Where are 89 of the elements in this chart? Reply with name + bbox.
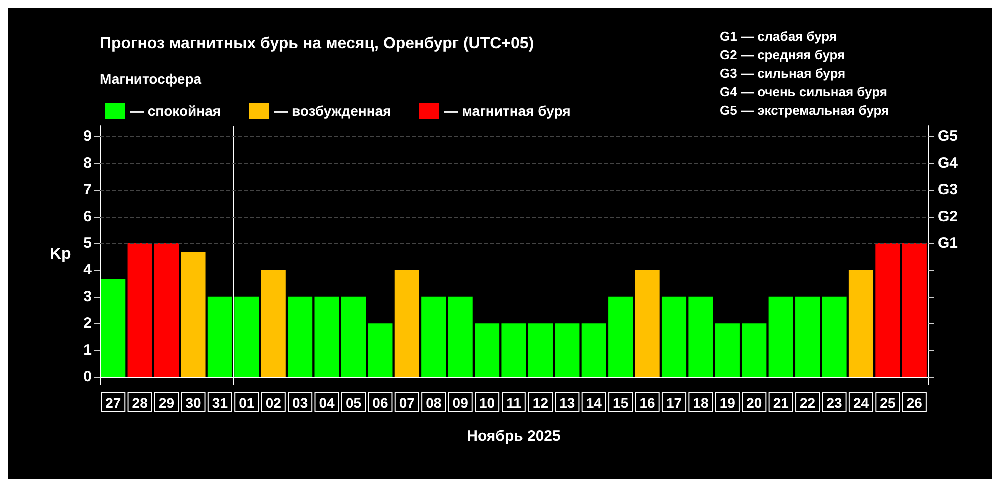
x-tick-label: 20 — [746, 395, 762, 411]
bar — [341, 296, 366, 377]
x-tick-label: 05 — [346, 395, 362, 411]
x-tick-label: 14 — [586, 395, 602, 411]
x-tick-label: 03 — [292, 395, 308, 411]
bar — [848, 270, 874, 377]
bar — [101, 278, 126, 377]
y-tick-label: 1 — [84, 342, 92, 359]
bar — [528, 324, 553, 377]
bar — [822, 296, 847, 377]
bar — [314, 296, 340, 377]
bar — [261, 270, 286, 377]
legend-label: — спокойная — [130, 103, 222, 119]
y-tick-label: 8 — [84, 154, 92, 172]
x-tick-label: 18 — [693, 395, 709, 411]
text: G3 — сильная буря — [720, 66, 846, 81]
bar — [662, 296, 687, 377]
x-tick-label: 02 — [266, 395, 282, 411]
bar — [688, 296, 714, 377]
x-tick-label: 10 — [480, 395, 496, 411]
x-tick-label: 09 — [452, 395, 469, 411]
legend-label: — магнитная буря — [444, 103, 571, 119]
y-tick-label: 7 — [84, 182, 92, 199]
ref-line-label: G4 — [938, 154, 959, 172]
legend-title: Магнитосфера — [100, 71, 202, 87]
bar — [502, 324, 526, 377]
bar — [181, 252, 206, 377]
y-tick-label: 2 — [84, 315, 92, 332]
text: G1 — слабая буря — [720, 29, 838, 44]
bar — [368, 324, 393, 377]
x-tick-label: 31 — [212, 395, 228, 411]
x-tick-label: 13 — [560, 395, 576, 411]
legend-label: — возбужденная — [274, 103, 392, 119]
bar — [582, 324, 606, 377]
y-tick-label: 6 — [84, 208, 92, 226]
y-tick-label: 0 — [84, 368, 92, 386]
bar — [876, 243, 900, 377]
x-tick-label: 11 — [506, 395, 522, 411]
bar — [902, 243, 927, 377]
bar — [288, 296, 313, 377]
ref-line-label: G1 — [938, 234, 958, 252]
x-tick-label: 19 — [720, 395, 736, 411]
x-tick-label: 01 — [239, 395, 255, 411]
bar — [475, 324, 500, 377]
text: G4 — очень сильная буря — [720, 84, 888, 100]
bar — [234, 296, 260, 377]
x-tick-label: 12 — [532, 395, 549, 411]
ref-line-label: G5 — [938, 128, 958, 146]
x-tick-label: 29 — [158, 395, 175, 411]
x-tick-label: 25 — [880, 395, 896, 411]
x-tick-label: 04 — [319, 395, 336, 411]
x-tick-label: 26 — [906, 395, 923, 411]
x-tick-label: 23 — [826, 395, 843, 411]
bar — [796, 296, 820, 377]
bar — [394, 270, 420, 377]
x-tick-label: 08 — [426, 395, 442, 411]
bar — [608, 296, 634, 377]
text: G5 — экстремальная буря — [720, 103, 890, 118]
x-tick-label: 30 — [186, 395, 202, 411]
bar — [208, 296, 232, 377]
x-tick-label: 22 — [800, 395, 816, 411]
bar — [448, 296, 473, 377]
x-tick-label: 27 — [106, 395, 122, 411]
bar — [128, 243, 152, 377]
x-tick-label: 24 — [853, 395, 870, 411]
bar — [555, 324, 580, 377]
bar — [422, 296, 446, 377]
bar — [742, 324, 767, 377]
chart-title: Прогноз магнитных бурь на месяц, Оренбург (UTC+05) — [100, 36, 534, 52]
x-tick-label: 07 — [399, 395, 416, 411]
ref-line-label: G3 — [938, 182, 958, 199]
x-tick-label: 21 — [773, 395, 790, 411]
x-tick-label: 16 — [640, 395, 656, 411]
text: G2 — средняя буря — [720, 48, 846, 62]
x-tick-label: 28 — [132, 395, 148, 411]
bar — [768, 296, 794, 377]
bar — [635, 270, 660, 377]
y-tick-label: 9 — [84, 128, 92, 146]
ref-line-label: G2 — [938, 208, 958, 226]
bar — [154, 243, 180, 377]
x-tick-label: 15 — [613, 395, 629, 411]
bar — [715, 324, 740, 377]
y-tick-label: 5 — [84, 234, 92, 252]
y-tick-label: 3 — [84, 288, 92, 306]
x-tick-label: 17 — [666, 395, 682, 411]
y-axis-title: Kp — [50, 246, 72, 263]
y-tick-label: 4 — [84, 262, 93, 279]
x-axis-title: Ноябрь 2025 — [467, 428, 561, 445]
x-tick-label: 06 — [372, 395, 388, 411]
